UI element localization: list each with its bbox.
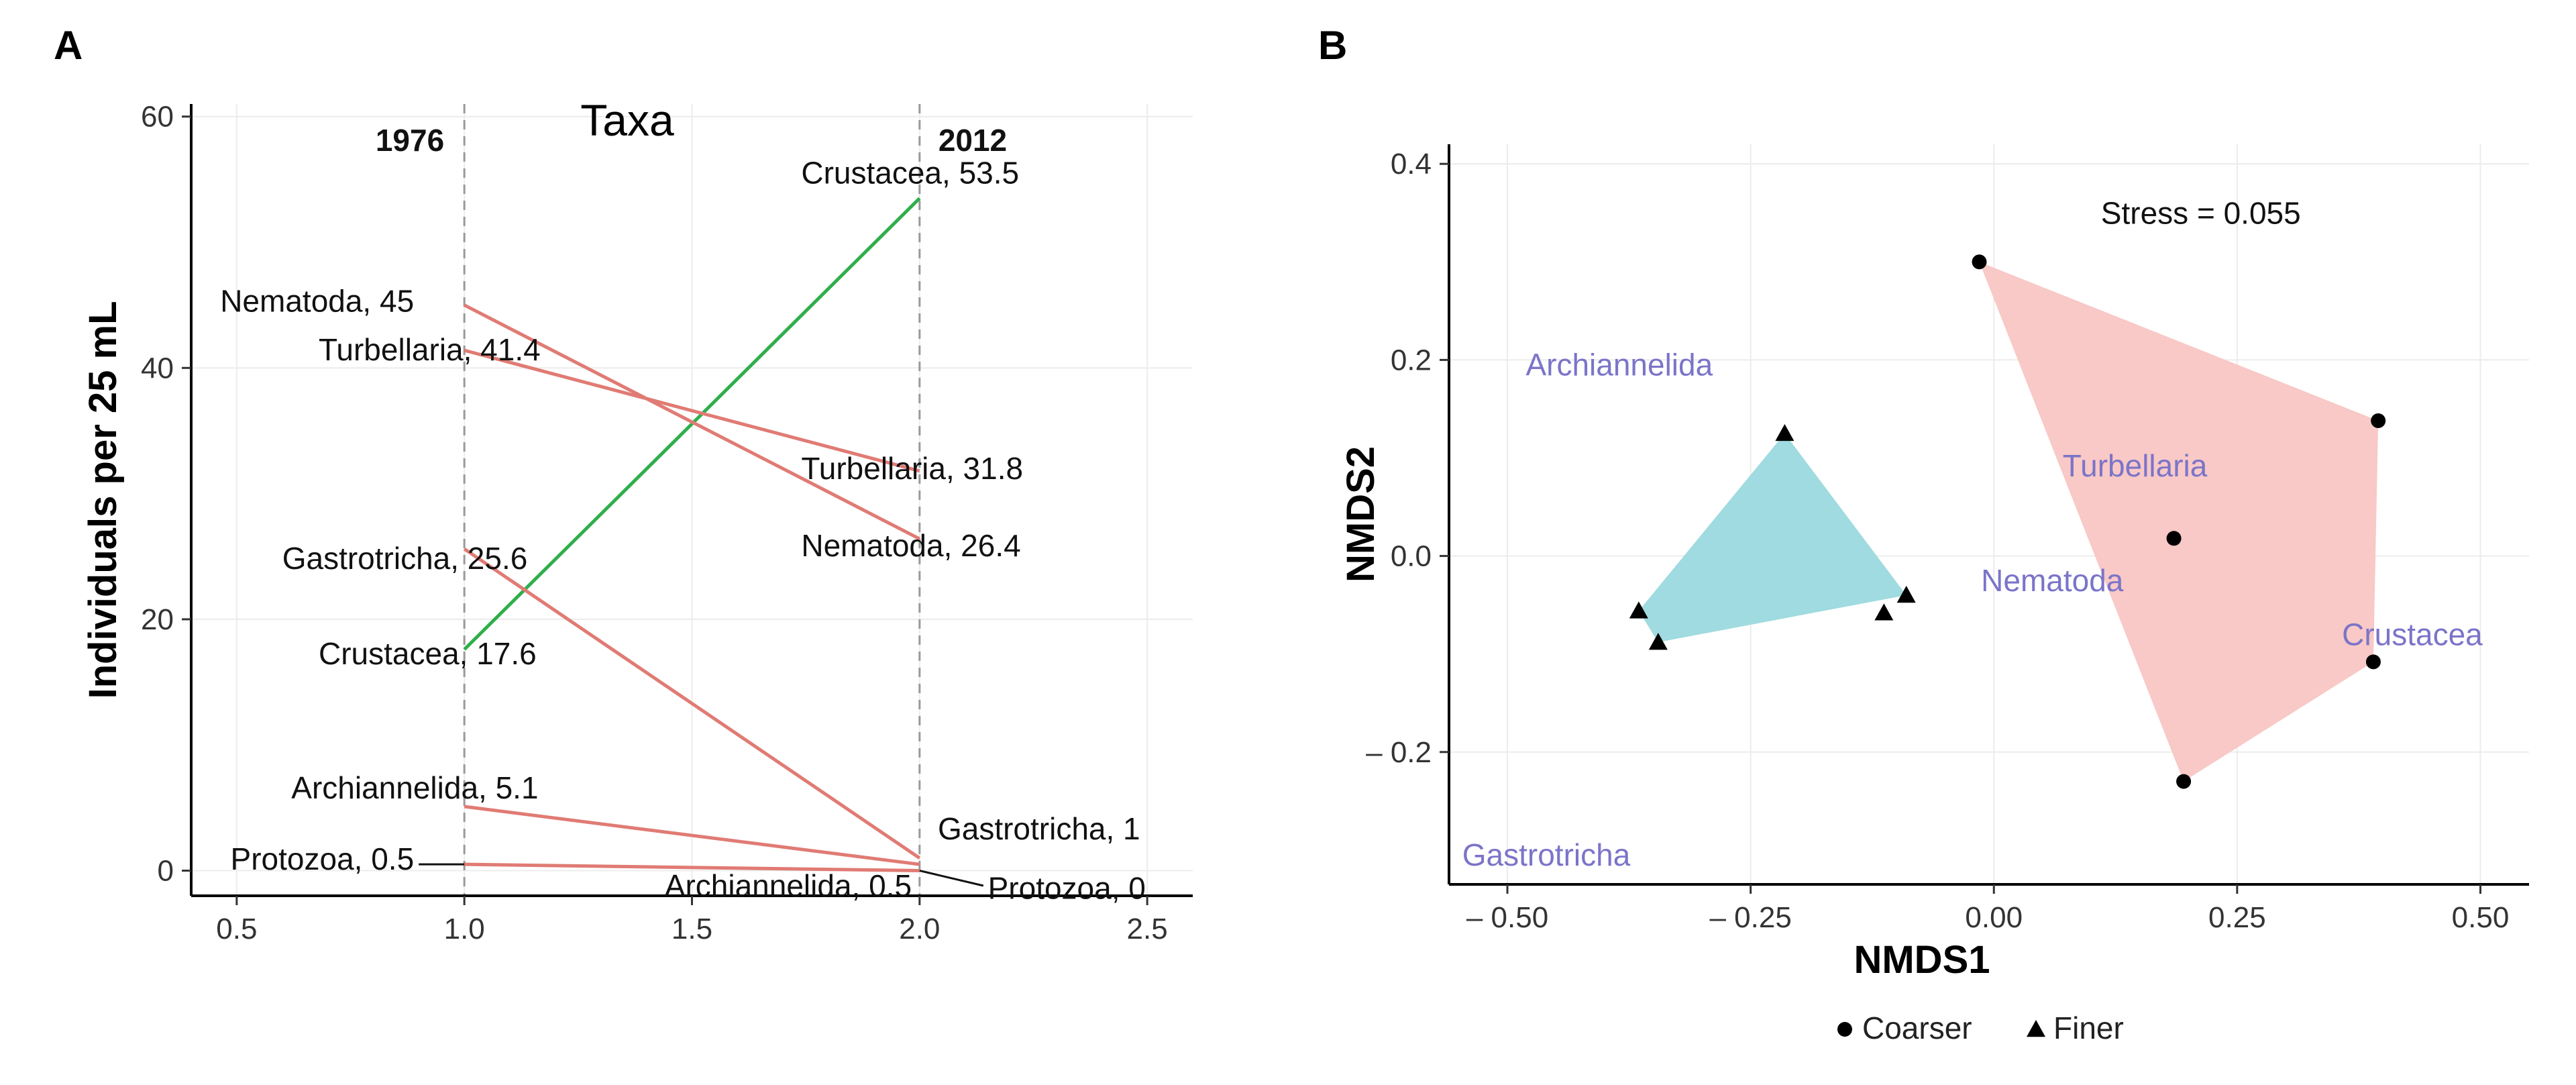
panel-b-point-finer: [1874, 603, 1894, 621]
panel-a-x-tick-label: 0.5: [216, 913, 257, 945]
panel-a-right-label-crustacea: Crustacea, 53.5: [801, 155, 1019, 190]
panel-b-point-coarser: [2166, 531, 2182, 546]
panel-b-point-coarser: [2371, 413, 2386, 428]
panel-b-y-tick-label: 0.2: [1391, 344, 1432, 376]
panel-a-protozoa-right-leader: [919, 870, 984, 887]
panel-b-letter: B: [1318, 23, 1347, 68]
panel-a-series-line-protozoa: [464, 862, 920, 873]
panel-b-point-coarser: [1972, 254, 1987, 270]
panel-a-legend-title: Taxa: [580, 95, 674, 145]
panel-b-x-tick-label: 0.25: [2208, 901, 2266, 934]
panel-a-year-label-left: 1976: [376, 123, 444, 158]
panel-a-series-line-nematoda: [464, 303, 920, 541]
panel-b-species-label-nematoda: Nematoda: [1981, 563, 2124, 598]
panel-a-right-label-archiannelida: Archiannelida, 0.5: [665, 868, 912, 903]
panel-a-x-tick-label: 2.0: [899, 913, 940, 945]
panel-b-x-axis-title: NMDS1: [1854, 938, 1990, 982]
panel-b-hull-coarser: [1979, 262, 2379, 782]
panel-a-left-label-nematoda: Nematoda, 45: [220, 284, 414, 319]
panel-b-point-finer: [1629, 601, 1648, 619]
panel-a-y-tick-label: 20: [141, 603, 174, 636]
panel-b-stress-label: Stress = 0.055: [2101, 195, 2301, 230]
panel-b-x-tick-label: 0.50: [2452, 901, 2510, 934]
panel-a-series-line-archiannelida: [464, 805, 920, 866]
panel-a-left-label-archiannelida: Archiannelida, 5.1: [291, 770, 538, 805]
legend-coarser-key: [1837, 1022, 1852, 1037]
legend-finer-label: Finer: [2053, 1011, 2124, 1045]
panel-b-x-tick-label: – 0.25: [1709, 901, 1791, 934]
panel-b-species-label-gastrotricha: Gastrotricha: [1462, 837, 1631, 872]
panel-b-y-tick-label: – 0.2: [1366, 736, 1432, 769]
panel-b-species-label-crustacea: Crustacea: [2342, 617, 2483, 652]
panel-a-left-label-protozoa: Protozoa, 0.5: [231, 841, 415, 876]
panel-a-right-label-turbellaria: Turbellaria, 31.8: [801, 451, 1023, 486]
panel-a-y-tick-label: 40: [141, 352, 174, 384]
panel-b-point-finer: [1896, 586, 1916, 603]
panel-b-point-finer: [1648, 633, 1668, 650]
legend-finer-key: [2027, 1020, 2045, 1037]
panel-b-hull-finer: [1638, 433, 1907, 643]
panel-b-y-tick-label: 0.4: [1391, 148, 1432, 180]
panel-a-series-line-turbellaria: [464, 348, 920, 473]
panel-a-chart: 0.5 1.0 1.5 2.0 2.5 0 20 40 60 Individuals per 25…: [81, 95, 1193, 945]
panel-a-year-label-right: 2012: [938, 123, 1007, 158]
panel-b-chart: – 0.50 – 0.25 0.00 0.25 0.50 – 0.2 0.0 0.2 0.4 NM…: [1339, 144, 2529, 1045]
panel-a-x-tick-label: 1.0: [444, 913, 485, 945]
panel-b-species-label-turbellaria: Turbellaria: [2063, 448, 2208, 483]
panel-b-y-tick-label: 0.0: [1391, 540, 1432, 573]
panel-a-right-label-protozoa: Protozoa, 0: [988, 871, 1146, 906]
panel-a-right-label-nematoda: Nematoda, 26.4: [801, 528, 1020, 563]
panel-b-x-tick-label: 0.00: [1965, 901, 2023, 934]
panel-a-left-label-crustacea: Crustacea, 17.6: [319, 636, 537, 671]
panel-b-point-coarser: [2365, 654, 2381, 670]
panel-a-y-axis-title: Individuals per 25 mL: [81, 301, 125, 699]
panel-b-species-label-archiannelida: Archiannelida: [1525, 348, 1713, 382]
panel-a-y-tick-label: 0: [158, 855, 174, 888]
panel-a-left-label-gastrotricha: Gastrotricha, 25.6: [282, 541, 528, 576]
legend-coarser-label: Coarser: [1862, 1011, 1972, 1045]
panel-a-letter: A: [54, 23, 83, 68]
panel-a-series-line-gastrotricha: [463, 547, 921, 860]
panel-a-x-tick-label: 1.5: [672, 913, 712, 945]
panel-a-right-label-gastrotricha: Gastrotricha, 1: [938, 811, 1140, 846]
panel-b-y-axis-title: NMDS2: [1339, 446, 1383, 582]
panel-a-left-label-turbellaria: Turbellaria, 41.4: [319, 332, 541, 367]
panel-a-x-tick-label: 2.5: [1127, 913, 1168, 945]
panel-b-point-finer: [1775, 423, 1794, 442]
panel-b-x-tick-label: – 0.50: [1466, 901, 1548, 934]
panel-b-point-coarser: [2176, 774, 2192, 789]
panel-a-y-tick-label: 60: [141, 101, 174, 134]
